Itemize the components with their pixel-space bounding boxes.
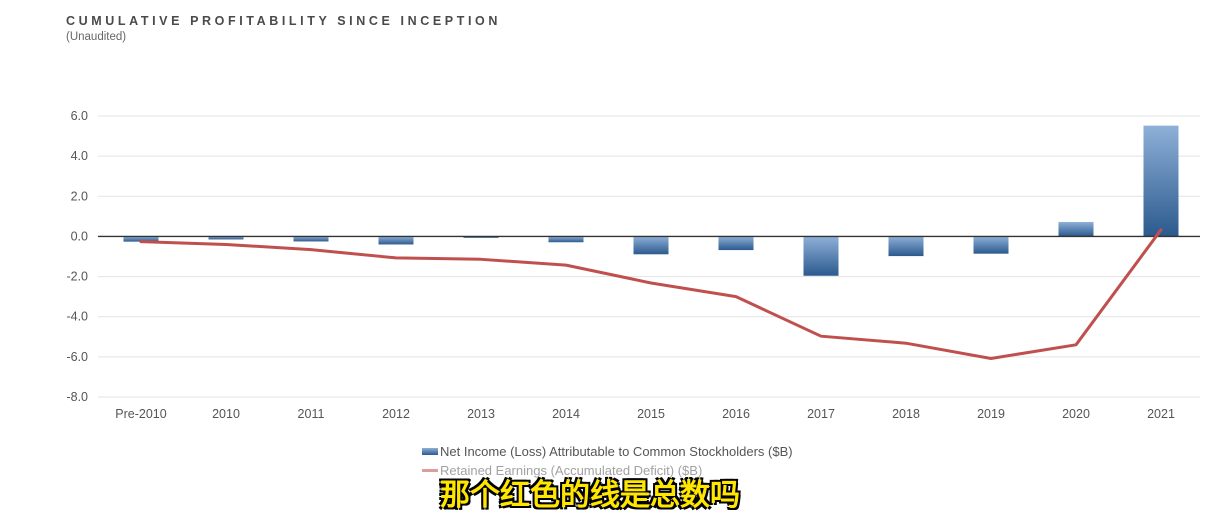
x-tick-label: 2010 <box>212 407 240 421</box>
bar <box>888 236 924 257</box>
y-tick-label: -8.0 <box>66 390 88 404</box>
bar <box>1058 221 1094 237</box>
x-tick-label: 2021 <box>1147 407 1175 421</box>
chart-title: CUMULATIVE PROFITABILITY SINCE INCEPTION <box>66 14 501 28</box>
legend-bar-swatch <box>422 448 438 455</box>
x-axis-ticks: Pre-2010 2010 2011 2012 2013 2014 2015 2016 2017… <box>115 407 1175 421</box>
bar <box>1143 125 1179 237</box>
y-tick-label: 6.0 <box>71 109 88 123</box>
y-tick-label: 4.0 <box>71 149 88 163</box>
chart-area: 6.0 4.0 2.0 0.0 -2.0 -4.0 -6.0 -8.0 Pre-2010 201… <box>66 109 1200 421</box>
bar <box>293 236 329 242</box>
y-tick-label: -4.0 <box>66 310 88 324</box>
bar <box>123 236 159 242</box>
y-tick-label: -6.0 <box>66 350 88 364</box>
retained-earnings-line <box>139 228 1163 360</box>
bar <box>378 236 414 245</box>
bar <box>803 236 839 276</box>
bar <box>973 236 1009 254</box>
x-tick-label: 2012 <box>382 407 410 421</box>
x-tick-label: 2011 <box>298 407 325 421</box>
grid-lines <box>98 115 1200 398</box>
y-tick-label: -2.0 <box>66 270 88 284</box>
y-tick-label: 0.0 <box>71 229 88 243</box>
legend: Net Income (Loss) Attributable to Common… <box>422 442 793 480</box>
x-tick-label: 2019 <box>977 407 1005 421</box>
bar <box>718 236 754 251</box>
x-tick-label: 2016 <box>722 407 750 421</box>
line-series <box>139 228 1163 360</box>
x-tick-label: 2020 <box>1062 407 1090 421</box>
bar-series <box>123 125 1179 276</box>
legend-item-retained-earnings: Retained Earnings (Accumulated Deficit) … <box>422 461 793 480</box>
y-tick-label: 2.0 <box>71 189 88 203</box>
legend-label-net-income: Net Income (Loss) Attributable to Common… <box>440 444 793 459</box>
bar <box>548 236 584 243</box>
bar <box>633 236 669 255</box>
x-tick-label: 2013 <box>467 407 495 421</box>
bar <box>208 236 244 240</box>
x-tick-label: 2015 <box>637 407 665 421</box>
bar <box>463 236 499 238</box>
x-tick-label: Pre-2010 <box>115 407 166 421</box>
video-subtitle-caption: 那个红色的线是总数吗 <box>440 478 740 513</box>
legend-line-swatch <box>422 469 438 472</box>
x-tick-label: 2014 <box>552 407 580 421</box>
x-tick-label: 2018 <box>892 407 920 421</box>
legend-item-net-income: Net Income (Loss) Attributable to Common… <box>422 442 793 461</box>
y-axis-ticks: 6.0 4.0 2.0 0.0 -2.0 -4.0 -6.0 -8.0 <box>66 109 88 404</box>
chart-subtitle: (Unaudited) <box>66 31 127 43</box>
legend-label-retained-earnings: Retained Earnings (Accumulated Deficit) … <box>440 463 703 478</box>
x-tick-label: 2017 <box>807 407 835 421</box>
